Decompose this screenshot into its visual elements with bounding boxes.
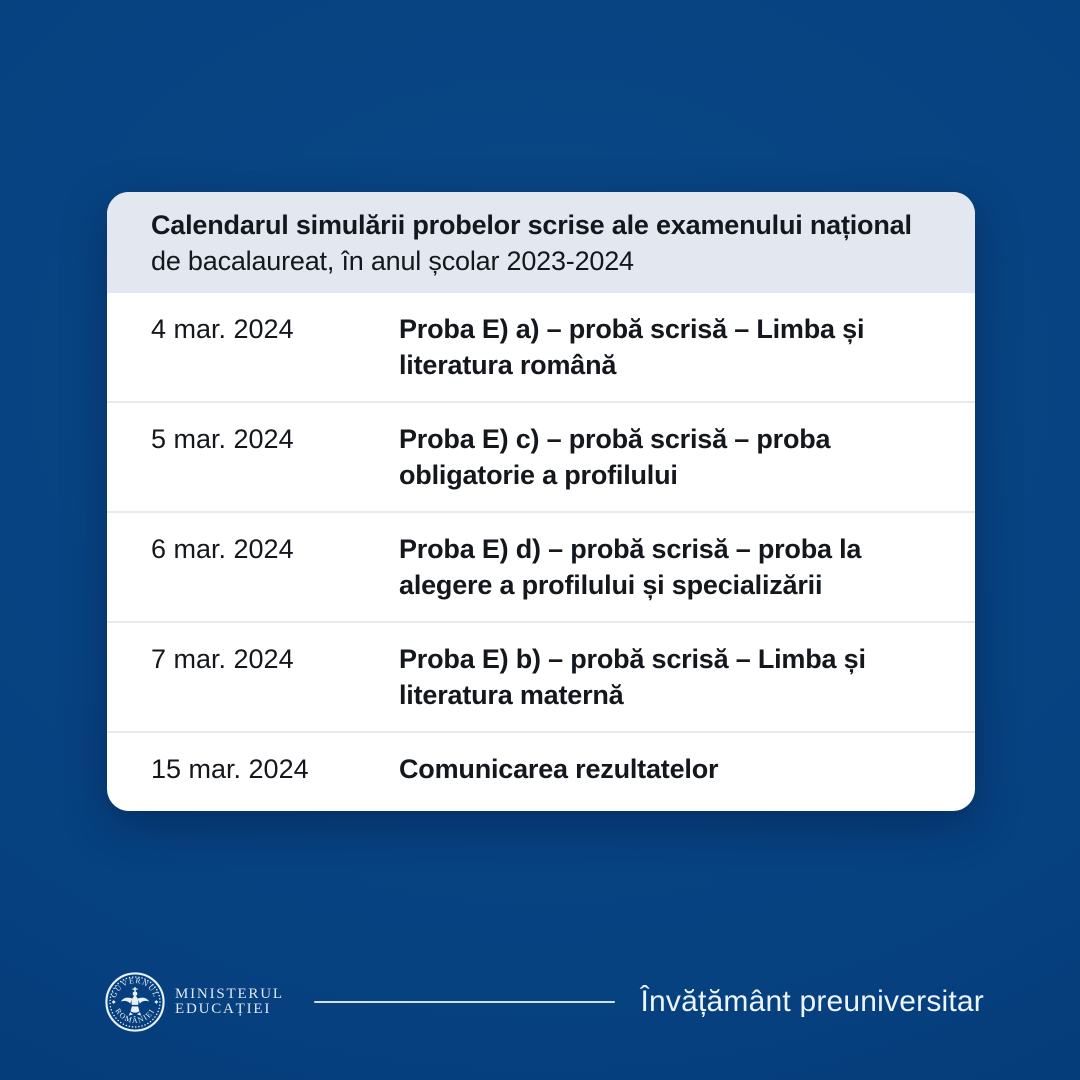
row-description: Comunicarea rezultatelor: [399, 754, 719, 784]
row-description: Proba E) b) – probă scrisă – Limba și li…: [399, 644, 866, 710]
row-date: 6 mar. 2024: [151, 534, 294, 564]
table-row: 15 mar. 2024 Comunicarea rezultatelor: [107, 731, 975, 805]
eagle-emblem-icon: [120, 986, 150, 1016]
card-title-line2: de bacalaureat, în anul școlar 2023-2024: [151, 246, 634, 276]
ministry-line1: MINISTERUL: [175, 986, 284, 1002]
table-row: 4 mar. 2024 Proba E) a) – probă scrisă –…: [107, 293, 975, 401]
footer: GUVERNUL ROMÂNIEI MINISTERUL EDUCAȚIEI Î…: [104, 964, 984, 1040]
card-header: Calendarul simulării probelor scrise ale…: [107, 192, 975, 293]
row-description: Proba E) c) – probă scrisă – proba oblig…: [399, 424, 831, 490]
card-title-line1: Calendarul simulării probelor scrise ale…: [151, 210, 912, 240]
ministry-line2: EDUCAȚIEI: [175, 1001, 272, 1017]
row-date: 5 mar. 2024: [151, 424, 294, 454]
program-label: Învățământ preuniversitar: [640, 985, 984, 1018]
row-description: Proba E) d) – probă scrisă – proba la al…: [399, 534, 862, 600]
schedule-card: Calendarul simulării probelor scrise ale…: [107, 192, 975, 811]
table-row: 6 mar. 2024 Proba E) d) – probă scrisă –…: [107, 511, 975, 621]
government-seal-icon: GUVERNUL ROMÂNIEI: [105, 972, 165, 1032]
row-date: 7 mar. 2024: [151, 644, 294, 674]
row-date: 15 mar. 2024: [151, 754, 309, 784]
table-row: 5 mar. 2024 Proba E) c) – probă scrisă –…: [107, 401, 975, 511]
table-row: 7 mar. 2024 Proba E) b) – probă scrisă –…: [107, 621, 975, 731]
row-description: Proba E) a) – probă scrisă – Limba și li…: [399, 314, 865, 380]
footer-divider: [313, 1001, 615, 1003]
schedule-rows: 4 mar. 2024 Proba E) a) – probă scrisă –…: [107, 293, 975, 805]
ministry-wordmark: MINISTERUL EDUCAȚIEI: [175, 987, 284, 1017]
row-date: 4 mar. 2024: [151, 314, 294, 344]
